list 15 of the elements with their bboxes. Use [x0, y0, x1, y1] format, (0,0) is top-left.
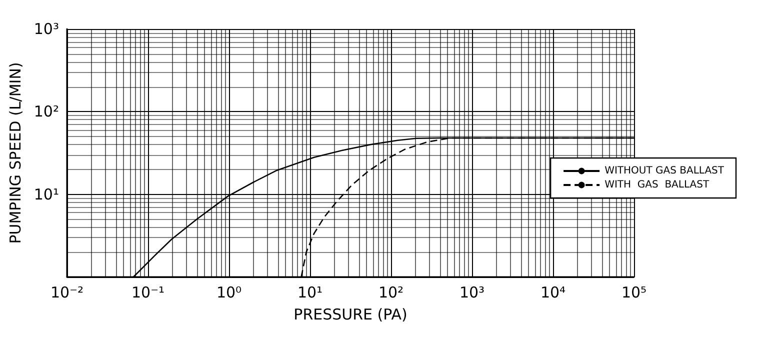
x-tick-label: 10²: [378, 284, 404, 302]
x-tick-label: 10⁻²: [50, 284, 84, 302]
x-tick-label: 10¹: [297, 284, 323, 302]
x-tick-label: 10⁰: [216, 284, 242, 302]
x-axis-title: PRESSURE (PA): [294, 306, 408, 324]
x-tick-label: 10⁴: [540, 284, 566, 302]
y-tick-label: 10¹: [34, 185, 59, 204]
x-tick-label: 10⁵: [621, 284, 647, 302]
legend-label: WITHOUT GAS BALLAST: [604, 166, 725, 176]
y-axis-title: PUMPING SPEED (L/MIN): [6, 62, 24, 244]
x-tick-label: 10³: [459, 284, 485, 302]
y-tick-label: 10²: [34, 102, 59, 121]
y-tick-label: 10³: [34, 20, 59, 38]
x-tick-label: 10⁻¹: [131, 284, 165, 302]
legend-label: WITH GAS BALLAST: [604, 180, 710, 190]
